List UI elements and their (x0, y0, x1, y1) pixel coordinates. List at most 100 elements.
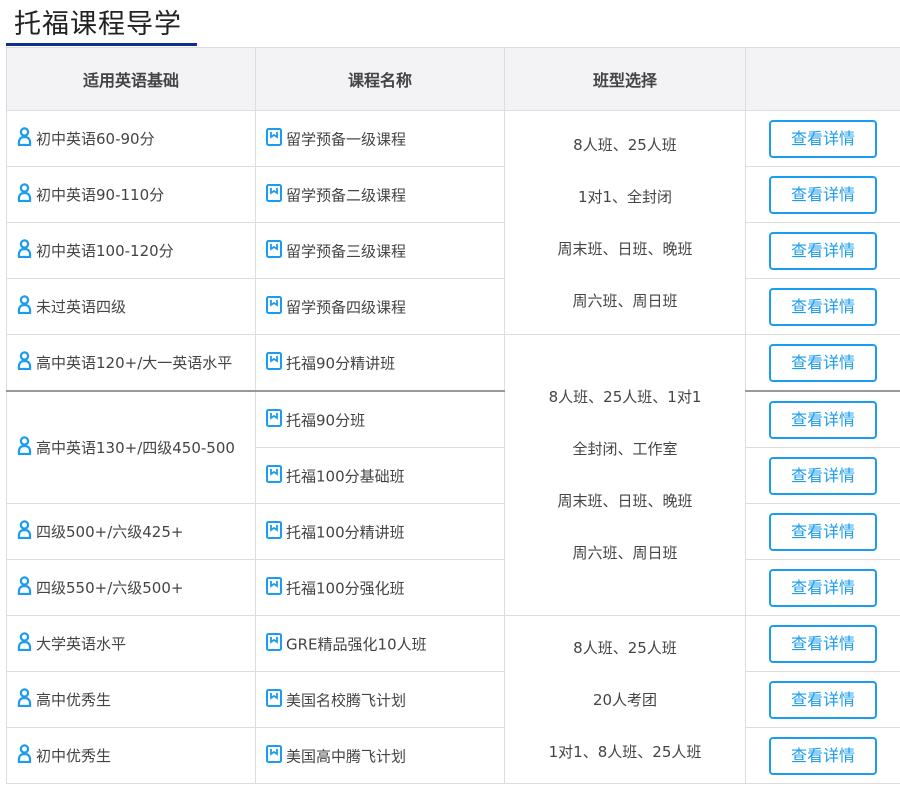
title-underline (6, 43, 197, 46)
class-type-option: 周六班、周日班 (572, 291, 678, 310)
book-icon (266, 183, 282, 206)
course-name: 留学预备四级课程 (286, 298, 407, 316)
course-cell: 托福100分精讲班 (255, 503, 505, 560)
course-cell: GRE精品强化10人班 (255, 615, 505, 672)
header-action (745, 47, 900, 111)
action-cell: 查看详情 (745, 447, 900, 504)
class-type-option: 8人班、25人班 (573, 638, 677, 657)
table-row: 初中英语100-120分 留学预备三级课程 查看详情 (6, 222, 900, 279)
view-details-button[interactable]: 查看详情 (769, 736, 877, 775)
level-cell: 初中优秀生 (6, 727, 256, 784)
course-name: 美国高中腾飞计划 (286, 747, 407, 765)
action-cell: 查看详情 (745, 334, 900, 392)
course-name: 托福90分精讲班 (286, 354, 396, 372)
view-details-button[interactable]: 查看详情 (769, 624, 877, 663)
level-text: 四级500+/六级425+ (36, 523, 184, 541)
person-icon (17, 351, 32, 374)
action-cell: 查看详情 (745, 615, 900, 672)
view-details-button[interactable]: 查看详情 (769, 119, 877, 158)
action-cell: 查看详情 (745, 390, 900, 448)
table-row: 四级500+/六级425+ 托福100分精讲班 查看详情 (6, 503, 900, 560)
person-icon (17, 295, 32, 318)
person-icon (17, 744, 32, 767)
view-details-button[interactable]: 查看详情 (769, 287, 877, 326)
level-text: 初中优秀生 (36, 747, 112, 765)
book-icon (266, 520, 282, 543)
page-title: 托福课程导学 (14, 9, 182, 40)
person-icon (17, 239, 32, 262)
class-type-option: 20人考团 (592, 690, 658, 709)
level-cell: 高中英语120+/大一英语水平 (6, 334, 256, 392)
level-text: 高中英语130+/四级450-500 (36, 439, 235, 457)
action-cell: 查看详情 (745, 166, 900, 223)
book-icon (266, 744, 282, 767)
view-details-button[interactable]: 查看详情 (769, 512, 877, 551)
course-cell: 托福100分基础班 (255, 447, 505, 504)
level-cell: 初中英语60-90分 (6, 110, 256, 167)
person-icon (17, 436, 32, 459)
course-cell: 托福90分班 (255, 390, 505, 448)
level-cell: 初中英语90-110分 (6, 166, 256, 223)
level-text: 四级550+/六级500+ (36, 579, 184, 597)
course-name: 留学预备二级课程 (286, 186, 407, 204)
view-details-button[interactable]: 查看详情 (769, 231, 877, 270)
table-row: 初中优秀生 美国高中腾飞计划 查看详情 (6, 727, 900, 784)
action-cell: 查看详情 (745, 559, 900, 616)
view-details-button[interactable]: 查看详情 (769, 680, 877, 719)
action-cell: 查看详情 (745, 503, 900, 560)
course-cell: 美国高中腾飞计划 (255, 727, 505, 784)
action-cell: 查看详情 (745, 222, 900, 279)
level-cell: 高中英语130+/四级450-500 (6, 390, 256, 504)
class-type-option: 1对1、8人班、25人班 (548, 742, 702, 761)
course-cell: 留学预备四级课程 (255, 278, 505, 335)
course-cell: 留学预备二级课程 (255, 166, 505, 223)
course-name: 美国名校腾飞计划 (286, 691, 407, 709)
table-row: 高中优秀生 美国名校腾飞计划 查看详情 (6, 671, 900, 728)
class-type-option: 周末班、日班、晚班 (557, 239, 693, 258)
view-details-button[interactable]: 查看详情 (769, 456, 877, 495)
book-icon (266, 295, 282, 318)
action-cell: 查看详情 (745, 110, 900, 167)
table-row: 高中英语130+/四级450-500 托福90分班 查看详情 (6, 390, 900, 504)
person-icon (17, 183, 32, 206)
table-row: 初中英语60-90分 留学预备一级课程 8人班、25人班 1对1、全封闭 周末班、日班、… (6, 110, 900, 335)
course-cell: 托福90分精讲班 (255, 334, 505, 392)
course-name: 托福100分强化班 (286, 579, 405, 597)
level-text: 初中英语90-110分 (36, 186, 165, 204)
person-icon (17, 632, 32, 655)
level-text: 大学英语水平 (36, 635, 127, 653)
table-header: 适用英语基础 课程名称 班型选择 (6, 47, 900, 111)
book-icon (266, 576, 282, 599)
book-icon (266, 632, 282, 655)
view-details-button[interactable]: 查看详情 (769, 568, 877, 607)
course-table: 适用英语基础 课程名称 班型选择 初中英语60-90分 留学预备一级课程 8人班、2… (6, 47, 900, 784)
level-text: 高中英语120+/大一英语水平 (36, 354, 233, 372)
header-class-type: 班型选择 (504, 47, 746, 111)
view-details-button[interactable]: 查看详情 (769, 175, 877, 214)
course-cell: 留学预备三级课程 (255, 222, 505, 279)
table-row: 托福100分基础班 查看详情 (7, 447, 900, 504)
course-name: 留学预备一级课程 (286, 130, 407, 148)
table-row: 初中英语90-110分 留学预备二级课程 查看详情 (6, 166, 900, 223)
action-cell: 查看详情 (745, 671, 900, 728)
action-cell: 查看详情 (745, 278, 900, 335)
level-text: 初中英语100-120分 (36, 242, 174, 260)
class-type-option: 周六班、周日班 (572, 544, 678, 562)
view-details-button[interactable]: 查看详情 (769, 400, 877, 439)
level-text: 未过英语四级 (36, 298, 127, 316)
book-icon (266, 127, 282, 150)
table-row: 大学英语水平 GRE精品强化10人班 8人班、25人班 20人考团 1对1、8人班、25… (6, 615, 900, 784)
level-cell: 初中英语100-120分 (6, 222, 256, 279)
person-icon (17, 576, 32, 599)
book-icon (266, 351, 282, 374)
course-cell: 托福100分强化班 (255, 559, 505, 616)
level-cell: 高中优秀生 (6, 671, 256, 728)
course-cell: 美国名校腾飞计划 (255, 671, 505, 728)
class-type-option: 周末班、日班、晚班 (557, 492, 693, 510)
course-name: GRE精品强化10人班 (286, 635, 427, 653)
person-icon (17, 127, 32, 150)
view-details-button[interactable]: 查看详情 (769, 343, 877, 382)
person-icon (17, 520, 32, 543)
level-text: 初中英语60-90分 (36, 130, 155, 148)
course-name: 托福100分基础班 (286, 467, 405, 485)
